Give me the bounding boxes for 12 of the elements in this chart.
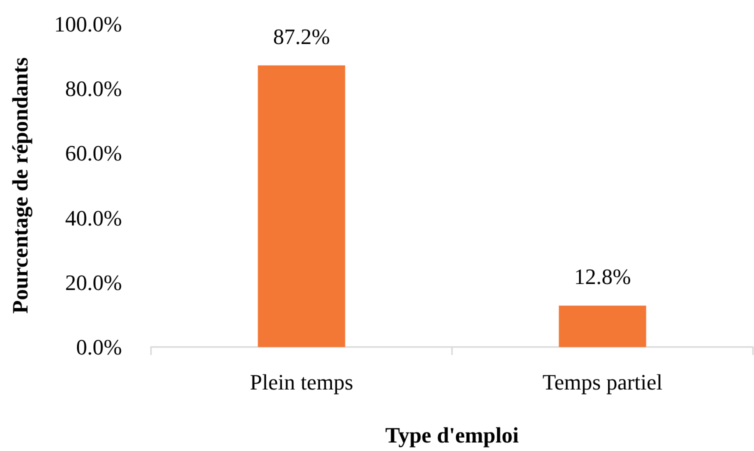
y-tick-label: 60.0% [65, 140, 122, 166]
y-tick-label: 80.0% [65, 76, 122, 102]
x-tick-label: Temps partiel [542, 370, 663, 394]
y-tick-label: 0.0% [76, 334, 122, 360]
y-axis-title: Pourcentage de répondants [8, 56, 32, 314]
data-label: 12.8% [574, 264, 631, 290]
y-tick-label: 40.0% [65, 205, 122, 230]
x-tick-label: Plein temps [250, 370, 354, 394]
x-axis-title: Type d'emploi [385, 422, 519, 448]
data-label: 87.2% [273, 24, 330, 49]
y-tick-label: 20.0% [65, 270, 122, 295]
y-tick-label: 100.0% [54, 12, 122, 36]
